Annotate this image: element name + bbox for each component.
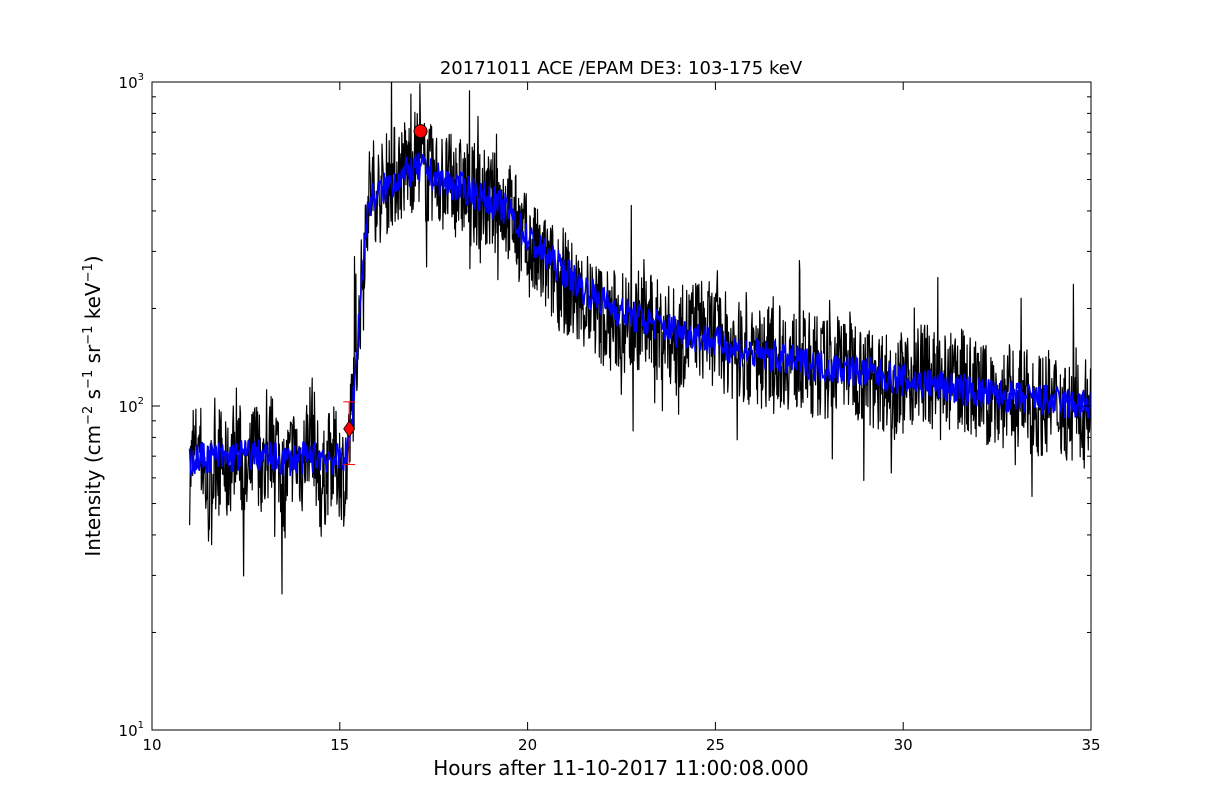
series-layer — [188, 82, 1091, 595]
y-axis-label-prefix: Intensity (cm — [81, 425, 105, 557]
x-tick-label: 25 — [706, 736, 725, 754]
y-tick-label-base: 10 — [119, 74, 138, 92]
x-tick-label: 30 — [894, 736, 913, 754]
marker-layer — [343, 124, 428, 465]
x-axis: 10 15 20 25 30 35 — [142, 82, 1101, 754]
y-axis-label-exp4: −1 — [81, 263, 96, 282]
y-tick-label: 103 — [119, 72, 144, 92]
y-tick-label-exponent: 1 — [138, 720, 144, 731]
y-tick-label-exponent: 3 — [138, 72, 144, 83]
y-tick-label-exponent: 2 — [138, 396, 144, 407]
y-tick-label: 101 — [119, 720, 144, 740]
y-axis-label-suffix: ) — [81, 255, 105, 263]
y-axis-label-unit-s: s — [81, 389, 105, 406]
y-axis-label-exp1: −2 — [81, 406, 96, 425]
x-tick-label: 10 — [142, 736, 161, 754]
peak-marker — [413, 124, 428, 139]
y-axis-label: Intensity (cm−2 s−1 sr−1 keV−1) — [81, 255, 105, 556]
onset-marker — [343, 420, 356, 438]
y-axis-label-exp2: −1 — [81, 370, 96, 389]
x-axis-label: Hours after 11-10-2017 11:00:08.000 — [433, 756, 809, 780]
y-axis-label-unit-sr: sr — [81, 344, 105, 370]
y-axis-label-unit-kev: keV — [81, 282, 105, 326]
x-tick-label: 20 — [518, 736, 537, 754]
y-tick-label: 102 — [119, 396, 144, 416]
x-tick-label: 15 — [330, 736, 349, 754]
chart-title: 20171011 ACE /EPAM DE3: 103-175 keV — [440, 58, 803, 79]
y-tick-label-base: 10 — [119, 398, 138, 416]
series-smoothed-line — [188, 152, 1091, 477]
x-tick-label: 35 — [1081, 736, 1100, 754]
y-tick-label-base: 10 — [119, 722, 138, 740]
y-axis-label-exp3: −1 — [81, 326, 96, 345]
